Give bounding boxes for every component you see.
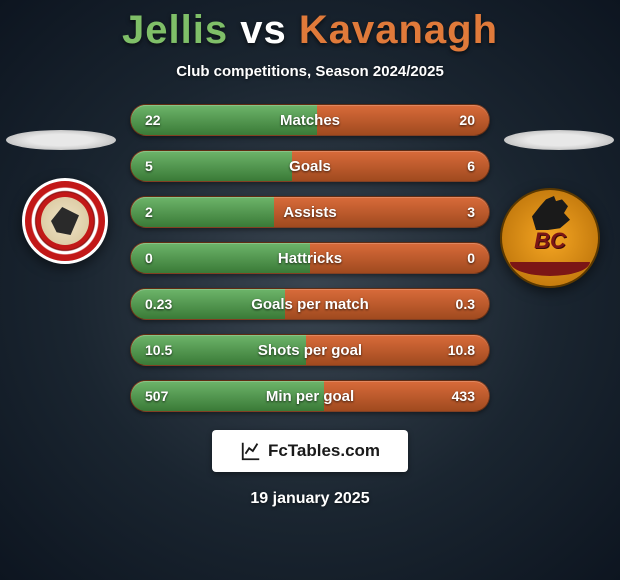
stat-value-right: 6 xyxy=(467,151,475,181)
stat-value-left: 2 xyxy=(145,197,153,227)
watermark-box: FcTables.com xyxy=(212,430,408,472)
stat-row: 0 Hattricks 0 xyxy=(130,242,490,274)
stat-label: Goals per match xyxy=(251,296,369,313)
stat-row: 10.5 Shots per goal 10.8 xyxy=(130,334,490,366)
stat-label: Hattricks xyxy=(278,250,342,267)
club-crest-left xyxy=(22,178,108,264)
crest-right-rooster-icon xyxy=(532,196,572,230)
stat-row: 5 Goals 6 xyxy=(130,150,490,182)
stat-value-left: 0.23 xyxy=(145,289,172,319)
player1-silhouette xyxy=(6,130,116,150)
stat-row: 507 Min per goal 433 xyxy=(130,380,490,412)
stat-value-left: 507 xyxy=(145,381,168,411)
stat-label: Goals xyxy=(289,158,331,175)
player2-name: Kavanagh xyxy=(299,8,498,52)
stat-value-right: 10.8 xyxy=(448,335,475,365)
stat-value-left: 0 xyxy=(145,243,153,273)
player1-name: Jellis xyxy=(122,8,228,52)
stat-value-left: 10.5 xyxy=(145,335,172,365)
stat-value-right: 0.3 xyxy=(456,289,475,319)
stat-row: 22 Matches 20 xyxy=(130,104,490,136)
subtitle: Club competitions, Season 2024/2025 xyxy=(0,63,620,80)
stat-label: Assists xyxy=(283,204,336,221)
comparison-title: Jellis vs Kavanagh xyxy=(0,0,620,53)
stat-value-left: 22 xyxy=(145,105,161,135)
chart-icon xyxy=(240,440,262,462)
stat-label: Matches xyxy=(280,112,340,129)
stat-value-right: 0 xyxy=(467,243,475,273)
stat-value-right: 20 xyxy=(459,105,475,135)
player2-silhouette xyxy=(504,130,614,150)
crest-right-banner xyxy=(510,262,590,276)
stat-row: 0.23 Goals per match 0.3 xyxy=(130,288,490,320)
club-crest-right: BC xyxy=(500,188,600,288)
crest-right-letters: BC xyxy=(502,228,598,254)
stat-label: Min per goal xyxy=(266,388,354,405)
stat-label: Shots per goal xyxy=(258,342,362,359)
stat-fill-left xyxy=(131,151,292,181)
stat-row: 2 Assists 3 xyxy=(130,196,490,228)
stat-value-right: 3 xyxy=(467,197,475,227)
vs-label: vs xyxy=(240,8,287,52)
date-label: 19 january 2025 xyxy=(0,490,620,508)
watermark-text: FcTables.com xyxy=(268,441,380,461)
stat-value-right: 433 xyxy=(452,381,475,411)
crest-left-inner xyxy=(41,197,89,245)
stat-value-left: 5 xyxy=(145,151,153,181)
